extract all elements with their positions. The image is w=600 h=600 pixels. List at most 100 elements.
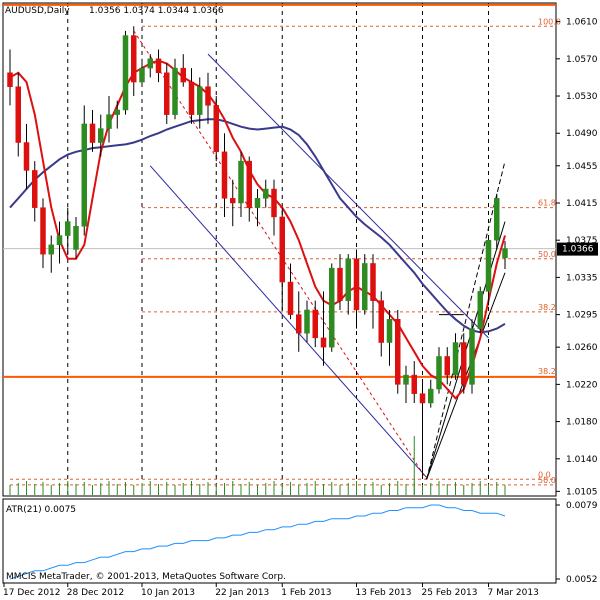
price-tick-label: 1.0335 — [566, 273, 598, 283]
current-price-tag: 1.0366 — [557, 242, 598, 256]
bear-candle — [213, 105, 219, 153]
symbol-label: AUDUSD,Daily — [5, 6, 70, 16]
bull-candle — [345, 258, 351, 301]
bull-candle — [362, 263, 368, 311]
price-tick-label: 1.0140 — [566, 455, 598, 465]
bull-candle — [502, 248, 508, 259]
bull-candle — [254, 198, 261, 208]
bear-candle — [378, 300, 384, 343]
atr-indicator-pane: ATR(21) 0.0075 0.0079 0.0052 MMCIS MetaTr… — [2, 498, 598, 585]
price-tick-label: 1.0375 — [566, 236, 598, 246]
bear-candle — [461, 342, 467, 385]
bull-candle — [48, 244, 54, 255]
price-tick-label: 1.0180 — [566, 418, 598, 428]
bear-candle — [395, 319, 401, 385]
bull-candle — [122, 35, 129, 111]
date-tick-label: 1 Feb 2013 — [281, 588, 331, 598]
bear-candle — [287, 281, 294, 315]
bear-candle — [411, 374, 417, 394]
date-tick-label: 28 Dec 2012 — [67, 588, 125, 598]
fib-level-label: 100.0 — [538, 17, 561, 26]
bull-candle — [485, 239, 492, 292]
bull-candle — [147, 58, 153, 69]
bull-candle — [428, 388, 434, 404]
bull-candle — [106, 114, 112, 129]
bear-candle — [7, 72, 13, 87]
bull-candle — [329, 267, 335, 348]
bear-candle — [271, 188, 277, 218]
fib-level-label: 38.2 — [538, 303, 556, 312]
bull-candle — [81, 123, 87, 227]
price-tick-label: 1.0490 — [566, 129, 598, 139]
bear-candle — [419, 393, 426, 404]
bull-candle — [403, 374, 409, 385]
bear-candle — [353, 258, 360, 311]
price-tick-label: 1.0570 — [566, 55, 598, 65]
bull-candle — [114, 109, 120, 115]
bear-candle — [370, 263, 376, 301]
bear-candle — [155, 58, 162, 74]
bear-candle — [188, 81, 195, 115]
bear-candle — [15, 86, 21, 143]
atr-tick-label: 0.0052 — [566, 575, 598, 585]
bull-candle — [65, 221, 71, 236]
bear-candle — [89, 123, 96, 143]
bear-candle — [320, 337, 327, 348]
bull-candle — [73, 225, 79, 250]
bear-candle — [296, 314, 302, 334]
volume-bars — [9, 436, 506, 495]
date-tick-label: 25 Feb 2013 — [422, 588, 478, 598]
bear-candle — [230, 198, 236, 204]
price-axis: 1.0610 1.0570 1.0530 1.0490 1.0455 1.0415 1.03… — [556, 18, 598, 497]
bear-candle — [40, 207, 46, 255]
bear-candle — [312, 309, 318, 339]
price-tick-label: 1.0415 — [566, 199, 598, 209]
fib-level-label: 61.8 — [538, 199, 556, 208]
fib-diagonal-line — [133, 30, 428, 480]
bull-candle — [436, 356, 442, 390]
atr-axis: 0.0079 0.0052 — [556, 501, 598, 585]
price-tick-label: 1.0455 — [566, 162, 598, 172]
bull-candle — [477, 291, 483, 329]
price-tick-label: 1.0220 — [566, 380, 598, 390]
bear-candle — [221, 151, 228, 199]
channel-lower-line — [149, 165, 427, 478]
bear-candle — [131, 35, 137, 83]
bull-candle — [98, 128, 104, 143]
price-tick-label: 1.0260 — [566, 343, 598, 353]
bear-candle — [246, 160, 252, 208]
bear-candle — [279, 216, 285, 283]
bear-candle — [205, 86, 211, 106]
bull-candle — [452, 342, 459, 376]
atr-line — [9, 504, 506, 580]
channel-upper-line — [207, 53, 489, 339]
price-tick-label: 1.0295 — [566, 311, 598, 321]
bull-candle — [197, 86, 203, 115]
support-line-label: 38.2 — [538, 367, 556, 376]
date-tick-label: 22 Jan 2013 — [215, 588, 269, 598]
price-tick-label: 1.0610 — [566, 18, 598, 28]
candlesticks — [7, 26, 508, 478]
svg-text:1.0366: 1.0366 — [562, 245, 594, 255]
bull-candle — [238, 160, 244, 204]
atr-title: ATR(21) 0.0075 — [6, 505, 76, 515]
bull-candle — [56, 235, 63, 246]
price-tick-label: 1.0105 — [566, 487, 598, 497]
ohlc-readout: 1.0356 1.0374 1.0344 1.0366 — [89, 6, 224, 16]
bull-candle — [469, 328, 475, 385]
fib-level-label: 0.0 — [538, 470, 551, 479]
bull-candle — [263, 188, 269, 199]
date-tick-label: 7 Mar 2013 — [488, 588, 539, 598]
fast-moving-average — [9, 59, 506, 400]
fib-level-label: 50.0 — [538, 250, 556, 259]
atr-tick-label: 0.0079 — [566, 501, 598, 511]
bull-candle — [386, 319, 393, 343]
date-tick-label: 13 Feb 2013 — [356, 588, 412, 598]
fib-level-label: 50.0 — [538, 476, 556, 485]
bull-candle — [304, 309, 310, 334]
price-tick-label: 1.0530 — [566, 92, 598, 102]
bear-candle — [180, 67, 186, 83]
bear-candle — [444, 356, 450, 376]
bear-candle — [164, 72, 170, 115]
